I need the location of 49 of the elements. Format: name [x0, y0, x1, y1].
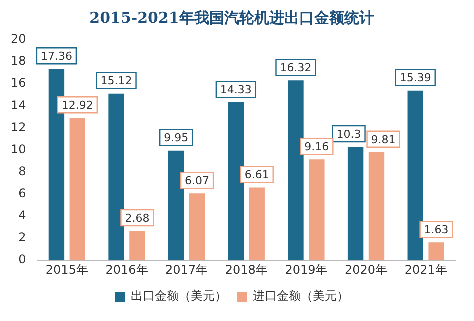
- data-label: 17.36: [40, 50, 72, 63]
- data-label: 16.32: [280, 61, 312, 74]
- x-tick-label: 2015年: [46, 262, 88, 277]
- y-tick-label: 4: [18, 208, 26, 223]
- legend-label: 进口金额（美元）: [253, 289, 349, 304]
- x-tick-label: 2018年: [225, 262, 268, 277]
- bar: [368, 152, 385, 261]
- data-label: 12.92: [62, 98, 94, 112]
- data-label: 14.33: [220, 83, 252, 96]
- y-tick-label: 10: [10, 142, 26, 156]
- y-tick-label: 18: [10, 54, 26, 68]
- y-tick-label: 8: [18, 164, 26, 178]
- x-tick-label: 2020年: [345, 262, 388, 277]
- bar: [309, 160, 325, 261]
- data-label: 9.95: [164, 132, 189, 145]
- y-tick-label: 20: [10, 32, 26, 46]
- data-label: 15.12: [100, 74, 132, 88]
- data-label: 6.07: [185, 174, 210, 188]
- data-label: 9.81: [371, 133, 396, 146]
- bar: [168, 150, 184, 261]
- bar: [249, 188, 265, 261]
- data-label: 1.63: [424, 223, 449, 236]
- x-tick-label: 2019年: [285, 262, 328, 277]
- bar: [408, 90, 424, 261]
- bar: [348, 146, 364, 261]
- chart-title: 2015-2021年我国汽轮机进出口金额统计: [90, 8, 374, 27]
- bar: [108, 94, 124, 261]
- bar: [288, 80, 304, 261]
- y-tick-label: 2: [18, 230, 26, 245]
- bar: [189, 194, 206, 261]
- data-label: 9.16: [304, 140, 330, 154]
- bar: [70, 118, 86, 261]
- bar: [130, 231, 146, 261]
- data-label: 6.61: [244, 168, 270, 182]
- data-label: 15.39: [400, 72, 432, 85]
- y-tick-label: 16: [10, 76, 26, 90]
- y-tick-label: 6: [18, 186, 26, 201]
- y-tick-label: 12: [10, 120, 26, 134]
- data-label: 2.68: [125, 212, 150, 225]
- y-tick-label: 14: [10, 98, 26, 112]
- x-tick-label: 2016年: [106, 262, 148, 277]
- y-tick-label: 0: [18, 252, 26, 267]
- bar: [48, 69, 65, 261]
- legend-label: 出口金额（美元）: [131, 289, 227, 304]
- bar: [228, 102, 244, 261]
- data-label: 10.3: [336, 128, 362, 141]
- bar: [428, 242, 444, 261]
- x-tick-label: 2021年: [404, 262, 448, 277]
- x-tick-label: 2017年: [166, 262, 208, 277]
